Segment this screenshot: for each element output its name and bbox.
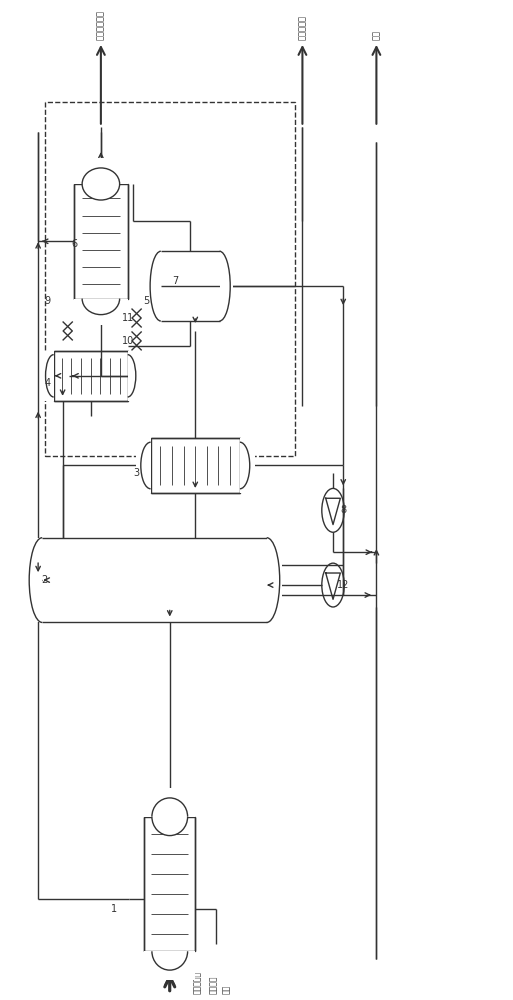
Text: 12: 12 <box>337 580 349 590</box>
Bar <box>74 299 128 325</box>
Bar <box>240 438 255 493</box>
Text: 3: 3 <box>133 468 140 478</box>
Text: 塔顶馏出物: 塔顶馏出物 <box>193 971 202 994</box>
Bar <box>148 251 161 321</box>
Bar <box>74 184 128 299</box>
Bar <box>144 951 195 980</box>
Ellipse shape <box>82 168 120 200</box>
Bar <box>144 817 195 951</box>
Text: 2: 2 <box>42 575 48 585</box>
Text: 7: 7 <box>172 276 178 286</box>
Text: 稳定塔顶: 稳定塔顶 <box>209 975 218 994</box>
Bar <box>27 538 42 622</box>
Bar <box>220 251 233 321</box>
Text: 水处理单元: 水处理单元 <box>298 15 307 40</box>
Text: 1: 1 <box>111 904 116 914</box>
Bar <box>42 538 267 622</box>
Bar <box>267 538 282 622</box>
Bar <box>151 438 240 493</box>
Ellipse shape <box>152 798 188 836</box>
Bar <box>136 438 151 493</box>
Bar <box>144 788 195 817</box>
Text: 11: 11 <box>122 313 134 323</box>
Text: 4: 4 <box>44 378 50 388</box>
Text: 来料: 来料 <box>223 984 231 994</box>
Text: 8: 8 <box>340 505 346 515</box>
Text: 10: 10 <box>122 336 134 346</box>
Text: 5: 5 <box>144 296 150 306</box>
Bar <box>45 102 295 456</box>
Bar <box>41 351 54 401</box>
Bar <box>54 351 128 401</box>
Text: 燃料: 燃料 <box>372 30 381 40</box>
Text: 气体分离单元: 气体分离单元 <box>96 10 105 40</box>
Text: 6: 6 <box>71 239 77 249</box>
Bar <box>161 251 220 321</box>
Bar <box>74 158 128 184</box>
Bar <box>128 351 141 401</box>
Text: 9: 9 <box>44 296 50 306</box>
